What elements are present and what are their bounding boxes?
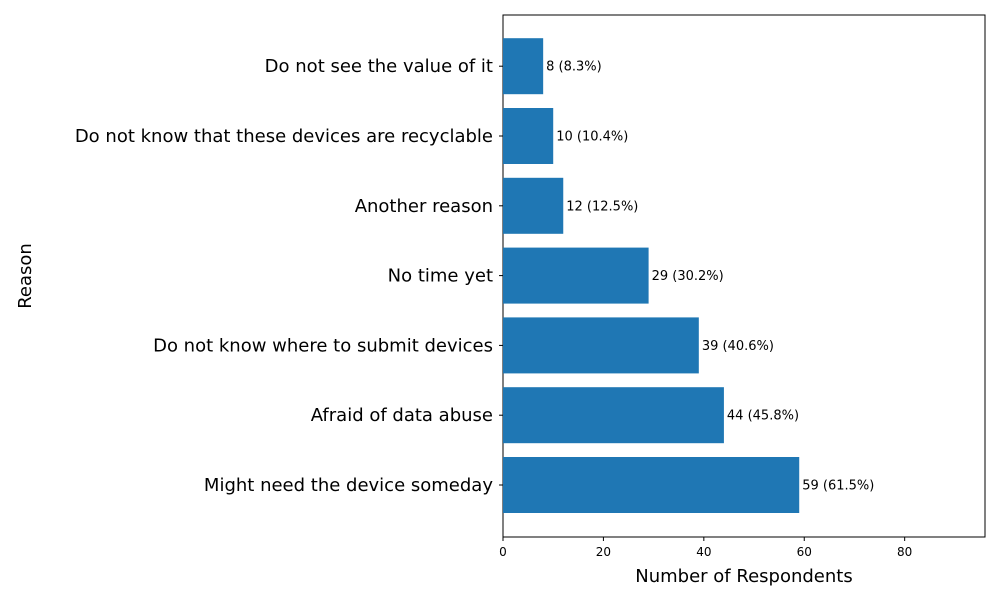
x-tick-label: 20 [596, 545, 611, 559]
bar-value-label: 39 (40.6%) [702, 339, 774, 354]
bar [503, 38, 544, 95]
bar [503, 108, 554, 164]
bar-value-label: 44 (45.8%) [727, 409, 799, 424]
category-label: Do not see the value of it [265, 56, 493, 77]
category-label: Might need the device someday [204, 475, 493, 496]
x-tick-label: 60 [797, 545, 812, 559]
bar [503, 387, 724, 444]
category-label: Another reason [355, 196, 493, 217]
bars-layer: 59 (61.5%) Might need the device someday 4… [75, 38, 874, 513]
x-tick-label: 0 [499, 545, 507, 559]
bar-value-label: 59 (61.5%) [802, 479, 874, 494]
bar-value-label: 8 (8.3%) [546, 60, 602, 75]
category-label: No time yet [388, 266, 493, 287]
bar [503, 177, 564, 234]
bar [503, 457, 800, 513]
x-tick-label: 80 [897, 545, 912, 559]
category-label: Do not know that these devices are recyc… [75, 126, 493, 147]
bar-value-label: 29 (30.2%) [652, 269, 724, 284]
bar-value-label: 12 (12.5%) [566, 199, 638, 214]
y-axis-title: Reason [15, 243, 36, 309]
bar-value-label: 10 (10.4%) [556, 130, 628, 145]
category-label: Do not know where to submit devices [153, 335, 493, 356]
x-tick-label: 40 [696, 545, 711, 559]
x-axis-title: Number of Respondents [635, 566, 852, 587]
category-label: Afraid of data abuse [311, 405, 493, 426]
x-axis-ticks: 0 20 40 60 80 [499, 537, 912, 559]
bar [503, 247, 649, 304]
bar [503, 317, 699, 374]
